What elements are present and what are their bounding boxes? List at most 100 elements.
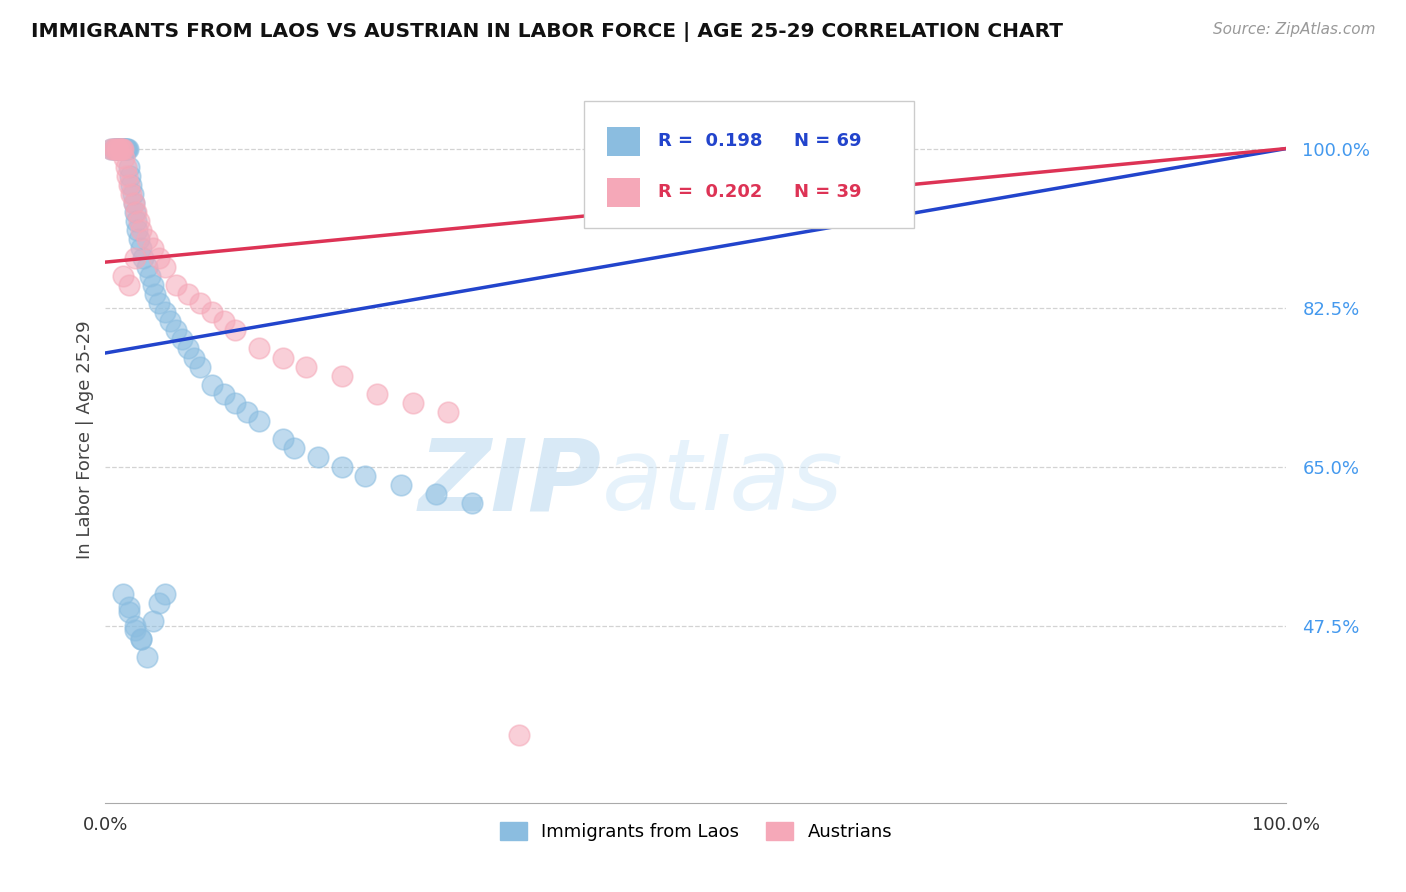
Point: [153, 260, 176, 274]
Bar: [607, 127, 641, 156]
Point: [127, 223, 149, 237]
Point: [114, 142, 136, 156]
Point: [122, 196, 145, 211]
Point: [425, 487, 447, 501]
Point: [124, 623, 146, 637]
Point: [224, 323, 246, 337]
Point: [153, 305, 176, 319]
Point: [120, 186, 142, 201]
Point: [105, 142, 128, 156]
Point: [107, 142, 129, 156]
Point: [114, 142, 136, 156]
Point: [124, 618, 146, 632]
Point: [105, 142, 128, 156]
Point: [118, 277, 141, 292]
Point: [104, 142, 127, 156]
Point: [142, 614, 165, 628]
Point: [120, 169, 142, 183]
Point: [172, 332, 194, 346]
Point: [108, 142, 131, 156]
Point: [129, 223, 152, 237]
Point: [115, 142, 138, 156]
Text: IMMIGRANTS FROM LAOS VS AUSTRIAN IN LABOR FORCE | AGE 25-29 CORRELATION CHART: IMMIGRANTS FROM LAOS VS AUSTRIAN IN LABO…: [31, 22, 1063, 42]
Point: [114, 160, 136, 174]
Point: [177, 342, 200, 356]
Point: [121, 186, 143, 201]
Point: [100, 142, 122, 156]
Point: [110, 142, 132, 156]
Point: [108, 142, 131, 156]
Point: [330, 368, 353, 383]
Point: [159, 314, 181, 328]
Point: [508, 728, 530, 742]
Point: [460, 496, 482, 510]
Point: [247, 414, 270, 428]
Point: [110, 142, 132, 156]
Y-axis label: In Labor Force | Age 25-29: In Labor Force | Age 25-29: [76, 320, 94, 558]
Point: [112, 587, 135, 601]
Point: [105, 142, 128, 156]
Text: R =  0.202: R = 0.202: [658, 183, 762, 201]
Point: [366, 387, 388, 401]
Point: [117, 142, 139, 156]
Point: [132, 251, 155, 265]
Point: [128, 232, 150, 246]
Point: [143, 287, 166, 301]
Point: [103, 142, 125, 156]
Point: [112, 268, 135, 283]
Point: [100, 142, 122, 156]
Point: [236, 405, 259, 419]
Point: [201, 377, 224, 392]
Text: N = 39: N = 39: [794, 183, 862, 201]
Point: [135, 650, 157, 665]
Point: [112, 142, 135, 156]
Point: [177, 287, 200, 301]
Point: [295, 359, 318, 374]
Point: [104, 142, 127, 156]
Point: [135, 232, 157, 246]
Point: [188, 359, 211, 374]
Point: [437, 405, 460, 419]
Point: [183, 351, 205, 365]
Point: [212, 387, 235, 401]
Point: [153, 587, 176, 601]
Point: [135, 260, 157, 274]
Point: [125, 214, 148, 228]
Point: [112, 142, 135, 156]
Text: ZIP: ZIP: [419, 434, 602, 532]
Point: [110, 142, 132, 156]
Point: [148, 296, 170, 310]
Point: [129, 632, 152, 647]
Point: [401, 396, 423, 410]
Point: [389, 477, 412, 491]
Point: [142, 242, 165, 256]
Point: [142, 277, 165, 292]
Point: [283, 442, 305, 456]
Point: [201, 305, 224, 319]
Point: [188, 296, 211, 310]
Point: [112, 142, 135, 156]
Point: [139, 268, 162, 283]
FancyBboxPatch shape: [583, 102, 914, 228]
Point: [125, 205, 148, 219]
Point: [115, 169, 138, 183]
Point: [107, 142, 129, 156]
Point: [118, 600, 141, 615]
Point: [112, 142, 135, 156]
Text: Source: ZipAtlas.com: Source: ZipAtlas.com: [1212, 22, 1375, 37]
Point: [271, 351, 294, 365]
Point: [120, 178, 142, 192]
Point: [165, 323, 187, 337]
Point: [112, 151, 135, 165]
Point: [129, 632, 152, 647]
Point: [148, 596, 170, 610]
Point: [247, 342, 270, 356]
Point: [118, 605, 141, 619]
Text: R =  0.198: R = 0.198: [658, 132, 762, 150]
Text: atlas: atlas: [602, 434, 844, 532]
Point: [108, 142, 131, 156]
Point: [330, 459, 353, 474]
Point: [112, 142, 135, 156]
Point: [124, 251, 146, 265]
Point: [122, 196, 145, 211]
